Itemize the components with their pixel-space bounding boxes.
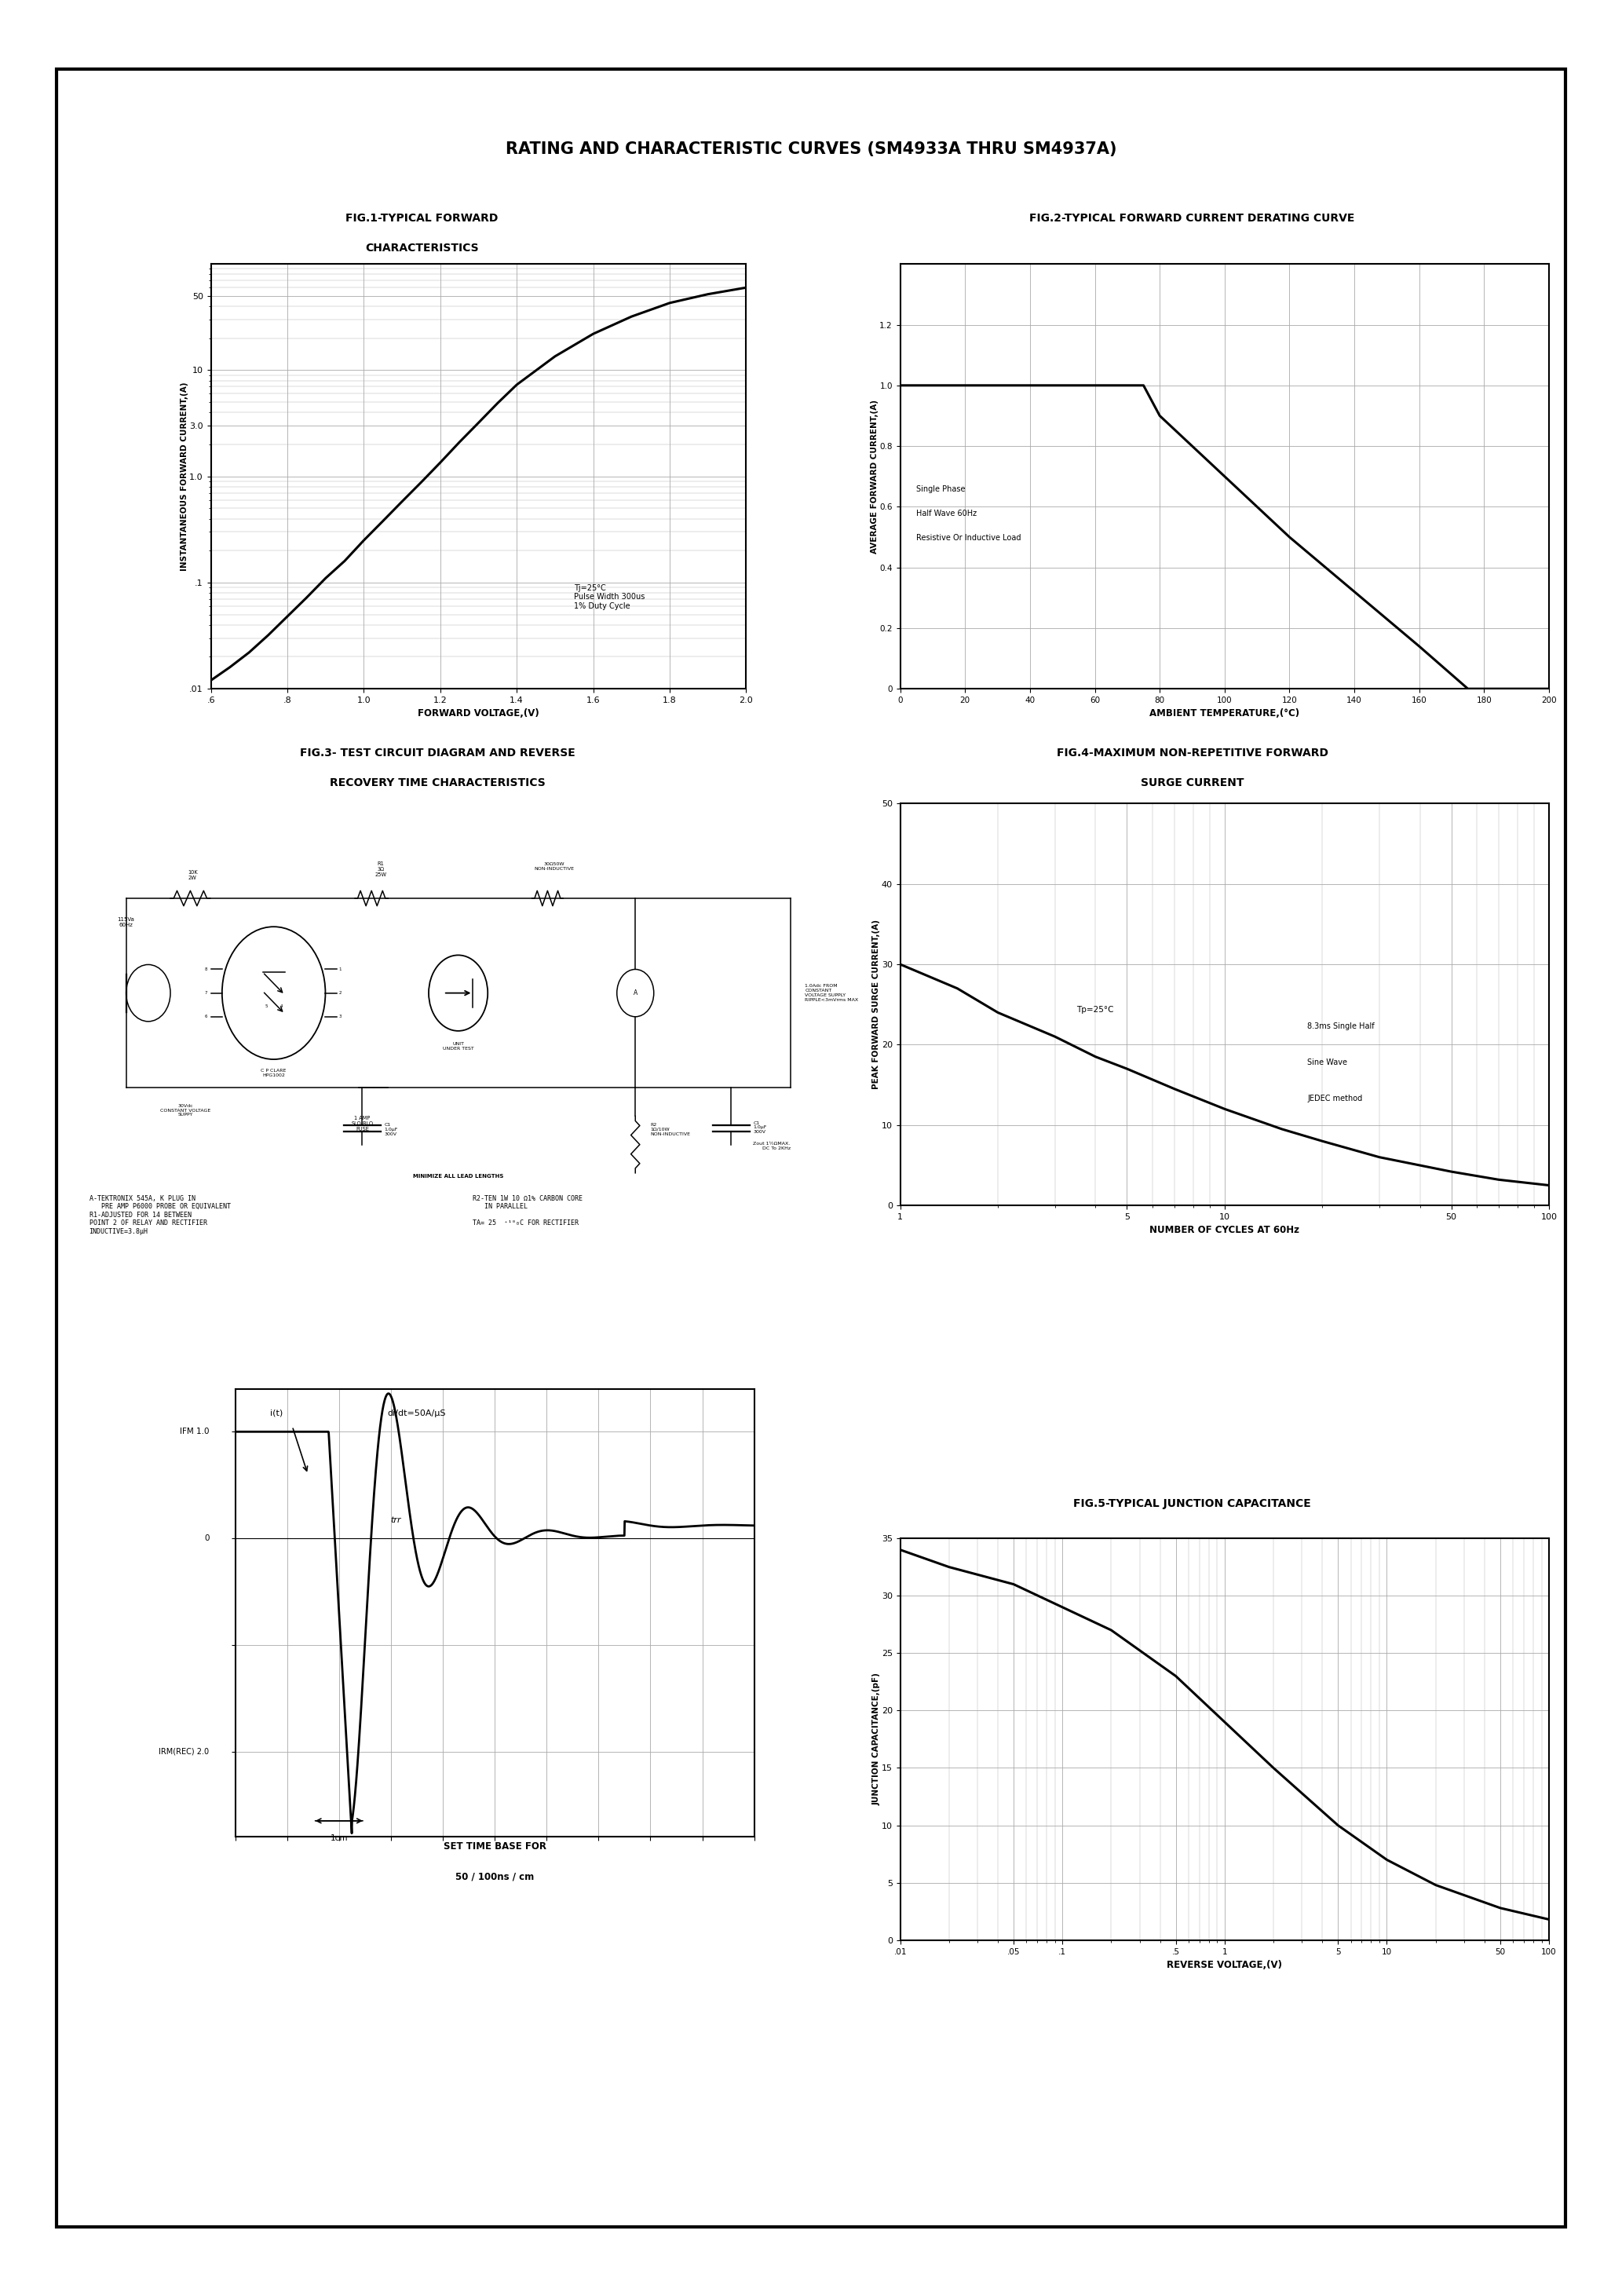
Y-axis label: AVERAGE FORWARD CURRENT,(A): AVERAGE FORWARD CURRENT,(A) xyxy=(871,400,879,553)
Text: MINIMIZE ALL LEAD LENGTHS: MINIMIZE ALL LEAD LENGTHS xyxy=(414,1173,503,1178)
X-axis label: FORWARD VOLTAGE,(V): FORWARD VOLTAGE,(V) xyxy=(418,709,539,719)
Text: SURGE CURRENT: SURGE CURRENT xyxy=(1140,778,1244,788)
Text: Tj=25°C
Pulse Width 300us
1% Duty Cycle: Tj=25°C Pulse Width 300us 1% Duty Cycle xyxy=(574,583,646,611)
Text: 5: 5 xyxy=(264,1003,268,1008)
Text: C1
1.0μF
300V: C1 1.0μF 300V xyxy=(384,1123,397,1137)
Text: FIG.5-TYPICAL JUNCTION CAPACITANCE: FIG.5-TYPICAL JUNCTION CAPACITANCE xyxy=(1074,1499,1311,1508)
Text: 6: 6 xyxy=(204,1015,208,1019)
X-axis label: AMBIENT TEMPERATURE,(°C): AMBIENT TEMPERATURE,(°C) xyxy=(1150,709,1299,719)
Text: C P CLARE
HPG1002: C P CLARE HPG1002 xyxy=(261,1070,287,1077)
Text: R2
1Ω/10W
NON-INDUCTIVE: R2 1Ω/10W NON-INDUCTIVE xyxy=(650,1123,689,1137)
Text: CHARACTERISTICS: CHARACTERISTICS xyxy=(365,243,478,253)
Text: A-TEKTRONIX 545A, K PLUG IN
   PRE AMP P6000 PROBE OR EQUIVALENT
R1-ADJUSTED FOR: A-TEKTRONIX 545A, K PLUG IN PRE AMP P600… xyxy=(89,1194,230,1235)
Text: trr: trr xyxy=(391,1515,401,1525)
Text: R1
3Ω
25W: R1 3Ω 25W xyxy=(375,861,386,877)
Text: 0: 0 xyxy=(204,1534,209,1543)
Text: FIG.4-MAXIMUM NON-REPETITIVE FORWARD: FIG.4-MAXIMUM NON-REPETITIVE FORWARD xyxy=(1056,748,1328,758)
Text: 115Va
60Hz: 115Va 60Hz xyxy=(117,916,135,928)
Text: IFM 1.0: IFM 1.0 xyxy=(180,1428,209,1435)
Text: SET TIME BASE FOR: SET TIME BASE FOR xyxy=(443,1841,547,1851)
Text: i(t): i(t) xyxy=(271,1410,284,1417)
X-axis label: NUMBER OF CYCLES AT 60Hz: NUMBER OF CYCLES AT 60Hz xyxy=(1150,1226,1299,1235)
Text: 1cm: 1cm xyxy=(331,1835,347,1841)
Text: Zout 1½ΩMAX.
DC To 2KHz: Zout 1½ΩMAX. DC To 2KHz xyxy=(753,1141,790,1150)
Text: 7: 7 xyxy=(204,992,208,994)
Text: A: A xyxy=(633,990,637,996)
Text: Single Phase: Single Phase xyxy=(916,484,965,494)
Text: 1: 1 xyxy=(339,967,341,971)
Text: Sine Wave: Sine Wave xyxy=(1307,1058,1348,1065)
Text: Tp=25°C: Tp=25°C xyxy=(1077,1006,1114,1015)
Text: 10K
2W: 10K 2W xyxy=(188,870,198,879)
Text: RATING AND CHARACTERISTIC CURVES (SM4933A THRU SM4937A): RATING AND CHARACTERISTIC CURVES (SM4933… xyxy=(506,142,1116,156)
Text: FIG.3- TEST CIRCUIT DIAGRAM AND REVERSE: FIG.3- TEST CIRCUIT DIAGRAM AND REVERSE xyxy=(300,748,576,758)
Text: 30Vdc
CONSTANT VOLTAGE
SUPPY: 30Vdc CONSTANT VOLTAGE SUPPY xyxy=(161,1104,211,1116)
Text: 3: 3 xyxy=(339,1015,341,1019)
Y-axis label: JUNCTION CAPACITANCE,(pF): JUNCTION CAPACITANCE,(pF) xyxy=(873,1674,881,1805)
Text: Resistive Or Inductive Load: Resistive Or Inductive Load xyxy=(916,535,1022,542)
Text: C1
1.0μF
300V: C1 1.0μF 300V xyxy=(754,1120,767,1134)
Y-axis label: PEAK FORWARD SURGE CURRENT,(A): PEAK FORWARD SURGE CURRENT,(A) xyxy=(873,921,881,1088)
Text: 4: 4 xyxy=(279,1003,282,1008)
Text: 1 AMP
SLO-BLO
FUSE: 1 AMP SLO-BLO FUSE xyxy=(352,1116,373,1132)
Y-axis label: INSTANTANEOUS FORWARD CURRENT,(A): INSTANTANEOUS FORWARD CURRENT,(A) xyxy=(180,381,188,572)
Text: RECOVERY TIME CHARACTERISTICS: RECOVERY TIME CHARACTERISTICS xyxy=(331,778,545,788)
X-axis label: REVERSE VOLTAGE,(V): REVERSE VOLTAGE,(V) xyxy=(1166,1961,1283,1970)
Text: R2-TEN 1W 10 Ω1% CARBON CORE
   IN PARALLEL

TA= 25  ⁺¹⁰₀C FOR RECTIFIER: R2-TEN 1W 10 Ω1% CARBON CORE IN PARALLEL… xyxy=(474,1194,582,1226)
Text: JEDEC method: JEDEC method xyxy=(1307,1095,1362,1102)
Text: di/dt=50A/μS: di/dt=50A/μS xyxy=(388,1410,446,1417)
Text: FIG.2-TYPICAL FORWARD CURRENT DERATING CURVE: FIG.2-TYPICAL FORWARD CURRENT DERATING C… xyxy=(1030,214,1354,223)
Text: IRM(REC) 2.0: IRM(REC) 2.0 xyxy=(159,1747,209,1756)
Text: UNIT
UNDER TEST: UNIT UNDER TEST xyxy=(443,1042,474,1052)
Text: 1.0Adc FROM
CONSTANT
VOLTAGE SUPPLY
RIPPLE<3mVrms MAX: 1.0Adc FROM CONSTANT VOLTAGE SUPPLY RIPP… xyxy=(805,985,858,1001)
Text: 30Ω50W
NON-INDUCTIVE: 30Ω50W NON-INDUCTIVE xyxy=(534,863,574,870)
Text: 2: 2 xyxy=(339,992,341,994)
Text: 8.3ms Single Half: 8.3ms Single Half xyxy=(1307,1022,1374,1031)
Text: FIG.1-TYPICAL FORWARD: FIG.1-TYPICAL FORWARD xyxy=(345,214,498,223)
Text: 50 / 100ns / cm: 50 / 100ns / cm xyxy=(456,1871,534,1880)
Text: Half Wave 60Hz: Half Wave 60Hz xyxy=(916,510,976,517)
Text: 8: 8 xyxy=(204,967,208,971)
